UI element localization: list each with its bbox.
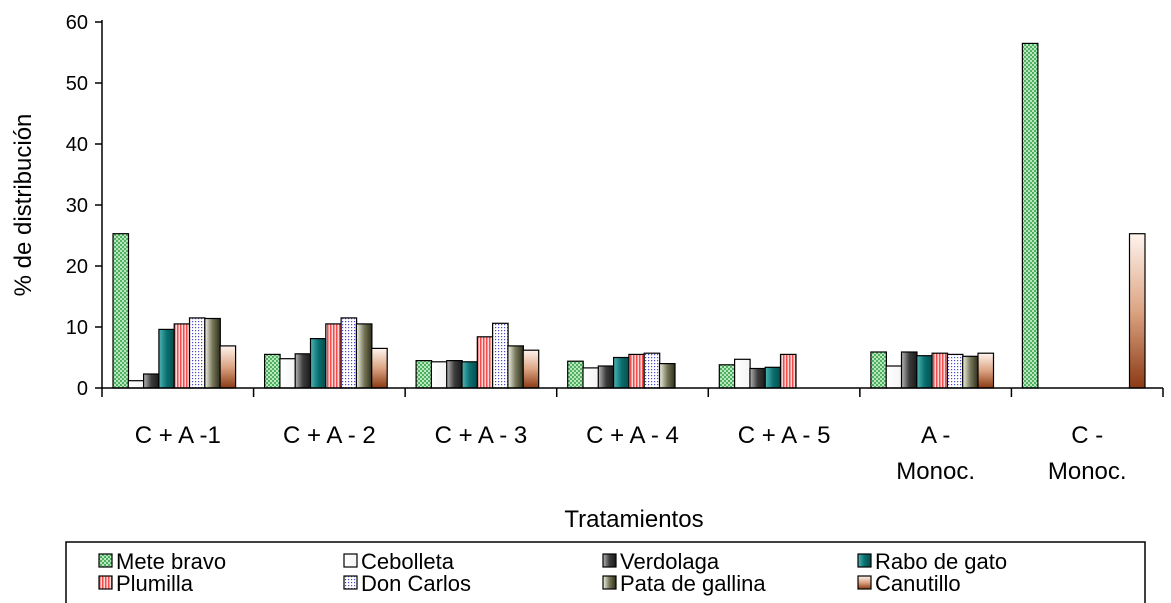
bar-rabo-de-gato-3: [461, 361, 479, 389]
legend-swatch: [343, 575, 358, 590]
bar-don-carlos-2: [340, 317, 358, 389]
legend-label: Rabo de gato: [875, 549, 1007, 574]
y-tick-label: 40: [66, 134, 88, 156]
x-category-label: Monoc.: [896, 458, 975, 485]
x-category-label: C + A - 4: [586, 422, 679, 449]
legend-swatch: [98, 553, 113, 568]
bar-rabo-de-gato-6: [916, 355, 933, 389]
y-tick-label: 60: [66, 12, 88, 34]
bar-cebolleta-3: [430, 361, 448, 389]
bar-rabo-de-gato-2: [309, 338, 327, 389]
bar-plumilla-3: [476, 336, 494, 389]
bar-verdolaga-4: [597, 365, 615, 389]
bar-plumilla-4: [628, 353, 646, 389]
legend-swatch: [98, 575, 113, 590]
bar-mete-bravo-5: [718, 364, 736, 389]
bar-verdolaga-5: [749, 367, 767, 389]
bar-cebolleta-5: [733, 358, 751, 389]
y-tick-label: 20: [66, 256, 88, 278]
bar-don-carlos-3: [492, 322, 509, 389]
bar-plumilla-1: [173, 323, 191, 389]
bar-mete-bravo-1: [112, 233, 130, 389]
bar-plumilla-5: [779, 353, 797, 389]
bar-canutillo-6: [977, 352, 995, 389]
x-category-label: C + A - 3: [435, 422, 528, 449]
y-tick-label: 0: [77, 378, 88, 400]
bar-plumilla-2: [325, 323, 342, 389]
y-axis-title: % de distribución: [10, 114, 37, 297]
legend-swatch: [602, 553, 617, 568]
bar-mete-bravo-4: [567, 360, 584, 389]
bar-cebolleta-2: [279, 358, 296, 389]
bar-mete-bravo-3: [415, 360, 433, 389]
bar-pata-de-gallina-6: [962, 355, 979, 389]
x-category-label: C -: [1071, 422, 1103, 449]
bar-canutillo-3: [522, 349, 540, 389]
bar-cebolleta-6: [885, 365, 903, 389]
bar-rabo-de-gato-1: [158, 328, 175, 389]
x-category-label: C + A -1: [135, 422, 221, 449]
legend-swatch: [857, 575, 872, 590]
legend-label: Cebolleta: [361, 549, 455, 574]
x-category-label: C + A - 2: [283, 422, 376, 449]
legend-label: Verdolaga: [620, 549, 720, 574]
x-category-label: C + A - 5: [738, 422, 831, 449]
bar-verdolaga-1: [143, 373, 160, 389]
y-tick-label: 30: [66, 195, 88, 217]
x-category-label: Monoc.: [1048, 458, 1127, 485]
bar-cebolleta-4: [582, 367, 600, 389]
legend-swatch: [857, 553, 872, 568]
legend-label: Canutillo: [875, 571, 961, 596]
bar-verdolaga-6: [900, 351, 918, 389]
legend-label: Plumilla: [116, 571, 194, 596]
bar-pata-de-gallina-2: [355, 323, 373, 389]
bar-cebolleta-1: [127, 380, 145, 389]
y-tick-label: 50: [66, 73, 88, 95]
legend-label: Don Carlos: [361, 571, 471, 596]
bar-mete-bravo-2: [264, 353, 281, 389]
x-category-label: A -: [921, 422, 950, 449]
legend-box: [65, 541, 1146, 603]
bar-don-carlos-6: [946, 353, 964, 389]
bar-rabo-de-gato-5: [764, 366, 782, 389]
bar-pata-de-gallina-1: [204, 317, 221, 389]
bar-mete-bravo-7: [1021, 42, 1039, 389]
legend-label: Mete bravo: [116, 549, 226, 574]
bar-rabo-de-gato-4: [612, 356, 630, 389]
bar-canutillo-2: [371, 347, 388, 389]
bar-pata-de-gallina-3: [507, 345, 524, 389]
legend-swatch: [343, 553, 358, 568]
bar-don-carlos-4: [643, 352, 661, 389]
bar-plumilla-6: [931, 352, 949, 389]
bar-mete-bravo-6: [870, 351, 888, 389]
y-tick-label: 10: [66, 317, 88, 339]
bar-pata-de-gallina-4: [658, 363, 676, 389]
bar-verdolaga-3: [446, 360, 463, 389]
x-axis-title: Tratamientos: [564, 506, 703, 533]
bar-canutillo-7: [1128, 233, 1146, 389]
legend-label: Pata de gallina: [620, 571, 766, 596]
bar-don-carlos-1: [188, 317, 206, 389]
legend-swatch: [602, 575, 617, 590]
bar-verdolaga-2: [294, 353, 312, 389]
bar-canutillo-1: [219, 345, 237, 389]
